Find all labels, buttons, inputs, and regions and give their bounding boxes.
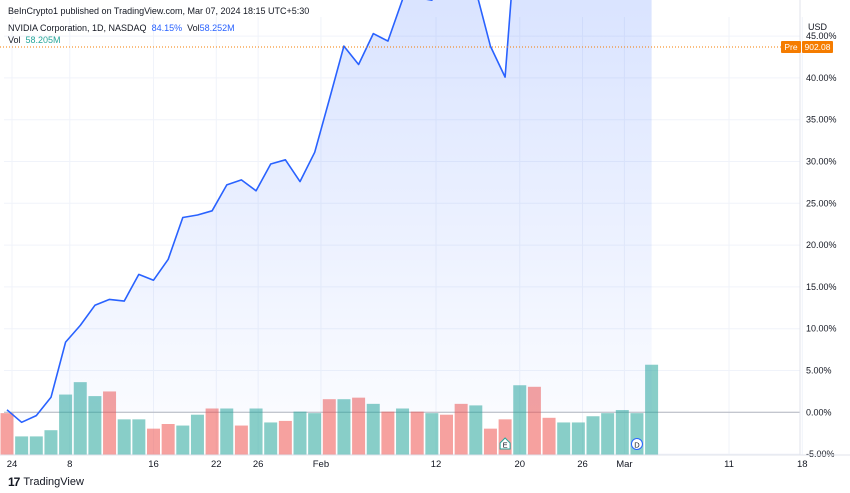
y-tick-label: 20.00%	[806, 240, 837, 250]
price-line	[6, 0, 512, 424]
price-line-group	[0, 0, 781, 424]
volume-bar	[469, 405, 483, 455]
volume-bar	[498, 419, 512, 455]
volume-bars	[0, 364, 659, 455]
y-tick-label: 5.00%	[806, 366, 832, 376]
pre-label: Pre	[784, 42, 798, 52]
x-tick-label: 18	[797, 459, 808, 470]
pre-label-box	[781, 41, 801, 53]
volume-bar	[366, 403, 380, 455]
x-tick-label: 26	[253, 459, 264, 470]
x-tick-label: 12	[431, 459, 442, 470]
volume-bar	[425, 413, 439, 455]
y-tick-label: 30.00%	[806, 157, 837, 167]
y-tick-label: 15.00%	[806, 282, 837, 292]
volume-bar	[249, 408, 263, 455]
volume-bar	[337, 399, 351, 455]
volume-bar	[483, 428, 497, 455]
x-tick-label: 8	[67, 459, 72, 470]
volume-bar	[190, 414, 204, 455]
volume-bar	[161, 424, 175, 455]
volume-bar	[117, 419, 131, 455]
watermark-text: TradingView	[23, 476, 84, 488]
volume-bar	[0, 413, 14, 455]
y-tick-label: 35.00%	[806, 115, 837, 125]
volume-bar	[454, 403, 468, 455]
volume-bar	[542, 417, 556, 455]
volume-bar	[264, 422, 278, 455]
volume-bar	[220, 408, 234, 455]
volume-bar	[29, 436, 43, 455]
dividend-marker[interactable]: D	[630, 438, 643, 450]
area-fill-path	[7, 0, 652, 423]
x-tick-label: 26	[577, 459, 588, 470]
currency-label[interactable]: USD	[808, 22, 828, 32]
volume-bar	[381, 411, 395, 455]
event-marker-label: D	[634, 441, 640, 450]
volume-bar	[205, 408, 219, 455]
volume-bar	[293, 411, 307, 455]
y-tick-label: 0.00%	[806, 407, 832, 417]
volume-bar	[308, 413, 322, 455]
volume-bar	[44, 430, 58, 455]
tradingview-logo-icon: 17	[8, 475, 20, 489]
volume-bar	[176, 425, 190, 455]
volume-bar	[322, 399, 336, 455]
volume-study-value: 58.205M	[25, 35, 61, 45]
volume-legend: Vol 58.205M	[8, 35, 61, 45]
volume-bar	[410, 411, 424, 455]
volume-bar	[147, 428, 160, 455]
y-tick-label: 45.00%	[806, 31, 837, 41]
change-percent: 84.15%	[151, 23, 183, 33]
x-tick-label: Mar	[616, 459, 632, 470]
y-tick-label: -5.00%	[806, 449, 835, 459]
event-marker-label: E	[503, 441, 508, 450]
volume-bar	[440, 414, 453, 455]
volume-study-label: Vol	[8, 35, 21, 45]
y-tick-label: 10.00%	[806, 324, 837, 334]
volume-bar	[571, 422, 585, 455]
area-fill	[7, 0, 652, 423]
axes: -5.00% 0.00% 5.00% 10.00% 15.00% 20.00% 25.00%…	[0, 0, 850, 470]
volume-bar	[586, 416, 600, 455]
volume-bar	[557, 422, 571, 455]
x-tick-label: 24	[7, 459, 18, 470]
volume-label: Vol	[187, 23, 200, 33]
x-tick-label: 16	[148, 459, 159, 470]
y-tick-label: 40.00%	[806, 73, 837, 83]
volume-bar	[615, 410, 629, 455]
publisher-caption: BeInCrypto1 published on TradingView.com…	[8, 6, 310, 16]
earnings-marker[interactable]: E	[499, 437, 511, 450]
pre-price-box	[802, 41, 833, 53]
symbol-legend: NVIDIA Corporation, 1D, NASDAQ 84.15% Vo…	[8, 23, 235, 33]
x-tick-label: 22	[211, 459, 222, 470]
volume-bar	[396, 408, 410, 455]
volume-bar	[601, 413, 615, 455]
pre-price: 902.08	[805, 42, 831, 52]
volume-bar	[15, 436, 29, 455]
x-tick-label: 11	[724, 459, 734, 470]
y-tick-label: 25.00%	[806, 198, 837, 208]
symbol-name: NVIDIA Corporation, 1D, NASDAQ	[8, 23, 147, 33]
volume-bar	[278, 420, 292, 455]
x-tick-label: Feb	[313, 459, 329, 470]
volume-value: 58.252M	[199, 23, 235, 33]
pre-market-badge: Pre 902.08	[781, 41, 833, 53]
volume-bar	[234, 425, 248, 455]
x-tick-label: 20	[514, 459, 525, 470]
volume-bar	[132, 419, 146, 455]
tradingview-watermark[interactable]: 17 TradingView	[8, 475, 84, 489]
